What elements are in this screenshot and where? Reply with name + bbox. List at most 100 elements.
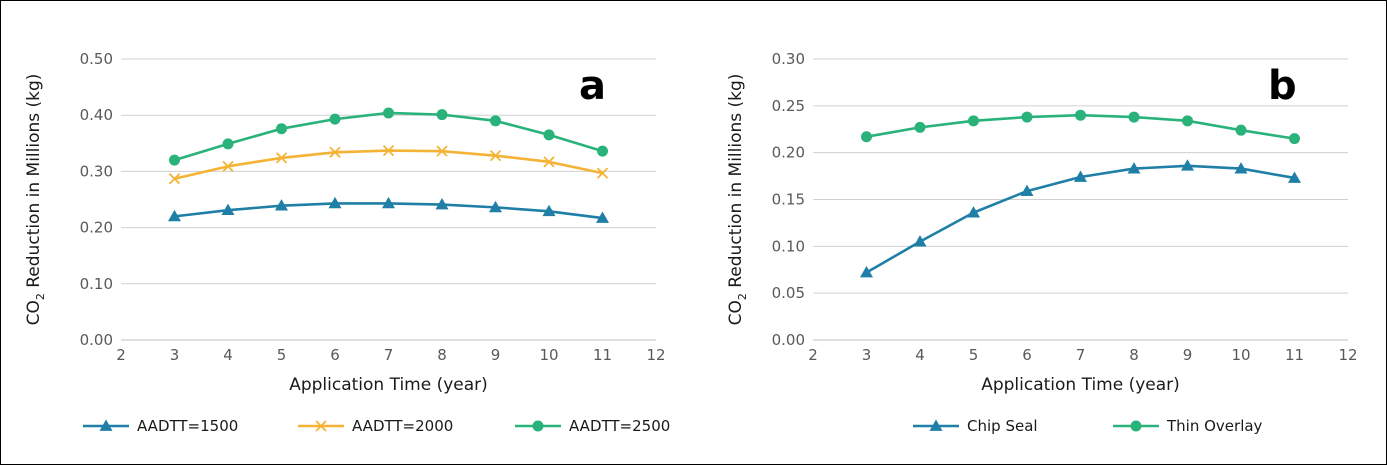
legend-marker [929,419,943,431]
panel-label: b [1268,63,1297,109]
data-point [490,115,501,127]
y-tick-label: 0.10 [772,237,805,255]
data-point [275,152,288,164]
chart-panel-a: 0.00 0.10 0.20 0.30 0.40 0.50 2 3 4 5 6 7 8 9 10 11 12 a A… [24,50,670,435]
x-tick-label: 2 [116,346,126,364]
data-point [435,198,449,210]
x-tick-label: 2 [808,346,818,364]
x-tick-label: 3 [170,346,180,364]
data-point [168,209,181,222]
data-point [222,160,234,172]
data-point [329,146,341,158]
x-tick-label: 5 [969,346,979,364]
data-point [861,131,872,143]
data-point [1074,170,1087,182]
chart-panel-b: 0.00 0.05 0.10 0.15 0.20 0.25 0.30 2 3 4 5 6 7 8 9 10 11… [726,50,1358,435]
y-axis-title: CO2 Reduction in Millions (kg) [24,74,47,326]
x-tick-label: 9 [491,346,501,364]
x-tick-label: 10 [1231,346,1250,364]
data-point [382,196,395,209]
data-point [276,123,287,135]
x-tick-label: 7 [1076,346,1086,364]
y-tick-label: 0.00 [80,331,113,349]
x-tick-label: 8 [437,346,447,364]
data-point [968,115,979,127]
data-point [382,144,395,157]
x-tick-label: 9 [1183,346,1193,364]
x-tick-label: 5 [277,346,287,364]
data-point [221,203,235,216]
data-point [1075,109,1086,121]
x-tick-label: 6 [1022,346,1032,364]
data-point [1234,162,1248,174]
data-point [860,266,873,278]
y-axis-title: CO2 Reduction in Millions (kg) [726,74,749,326]
data-point [1289,133,1300,145]
data-point [596,167,609,179]
legend-label: Chip Seal [967,417,1038,435]
x-tick-label: 12 [646,346,665,364]
data-point [489,200,502,213]
data-point [1288,171,1301,183]
data-point [913,235,927,247]
y-tick-label: 0.20 [772,144,805,162]
legend-label: Thin Overlay [1166,417,1263,435]
legend-item-2: Thin Overlay [1113,417,1263,435]
series-line-3 [174,111,603,162]
data-point [1182,115,1193,127]
x-axis-title: Application Time (year) [289,375,488,395]
x-tick-label: 4 [223,346,233,364]
data-point [543,156,555,168]
data-point [329,113,341,125]
x-tick-label: 8 [1129,346,1139,364]
y-tick-label: 0.15 [772,191,805,209]
x-tick-label: 10 [539,346,558,364]
data-point [489,150,502,162]
data-point [1128,111,1140,123]
data-point [1021,111,1033,123]
data-point [596,211,609,223]
data-point [1020,184,1034,196]
legend-item-1: Chip Seal [913,417,1038,435]
data-point [168,173,181,185]
legend-item-3: AADTT=2500 [515,417,670,435]
y-tick-label: 0.20 [80,219,113,237]
data-point [222,138,234,150]
data-point [1181,159,1194,171]
x-tick-label: 11 [593,346,612,364]
data-point [542,204,556,217]
data-point [1235,124,1247,136]
y-tick-label: 0.30 [80,162,113,180]
y-tick-label: 0.05 [772,284,805,302]
y-tick-label: 0.00 [772,331,805,349]
data-point [436,109,448,121]
data-point [1127,162,1141,174]
panel-label: a [579,63,606,109]
y-tick-label: 0.25 [772,97,805,115]
data-point [328,196,342,209]
legend-marker [1130,420,1142,432]
data-point [543,129,555,141]
data-point [275,199,288,211]
legend-item-1: AADTT=1500 [83,417,238,435]
data-point [967,206,980,218]
legend-marker [315,420,327,432]
data-point [383,107,394,119]
legend-marker [99,419,113,431]
data-point [597,145,608,157]
y-tick-label: 0.40 [80,106,113,124]
data-point [436,145,448,157]
series-line-2 [174,149,603,180]
x-tick-label: 3 [862,346,872,364]
data-point [914,121,926,133]
x-tick-label: 6 [330,346,340,364]
x-axis-title: Application Time (year) [981,375,1180,395]
x-tick-label: 11 [1285,346,1304,364]
data-point [169,154,180,166]
legend-label: AADTT=2000 [352,417,453,435]
x-tick-label: 4 [915,346,925,364]
y-tick-label: 0.10 [80,275,113,293]
y-tick-label: 0.30 [772,50,805,68]
